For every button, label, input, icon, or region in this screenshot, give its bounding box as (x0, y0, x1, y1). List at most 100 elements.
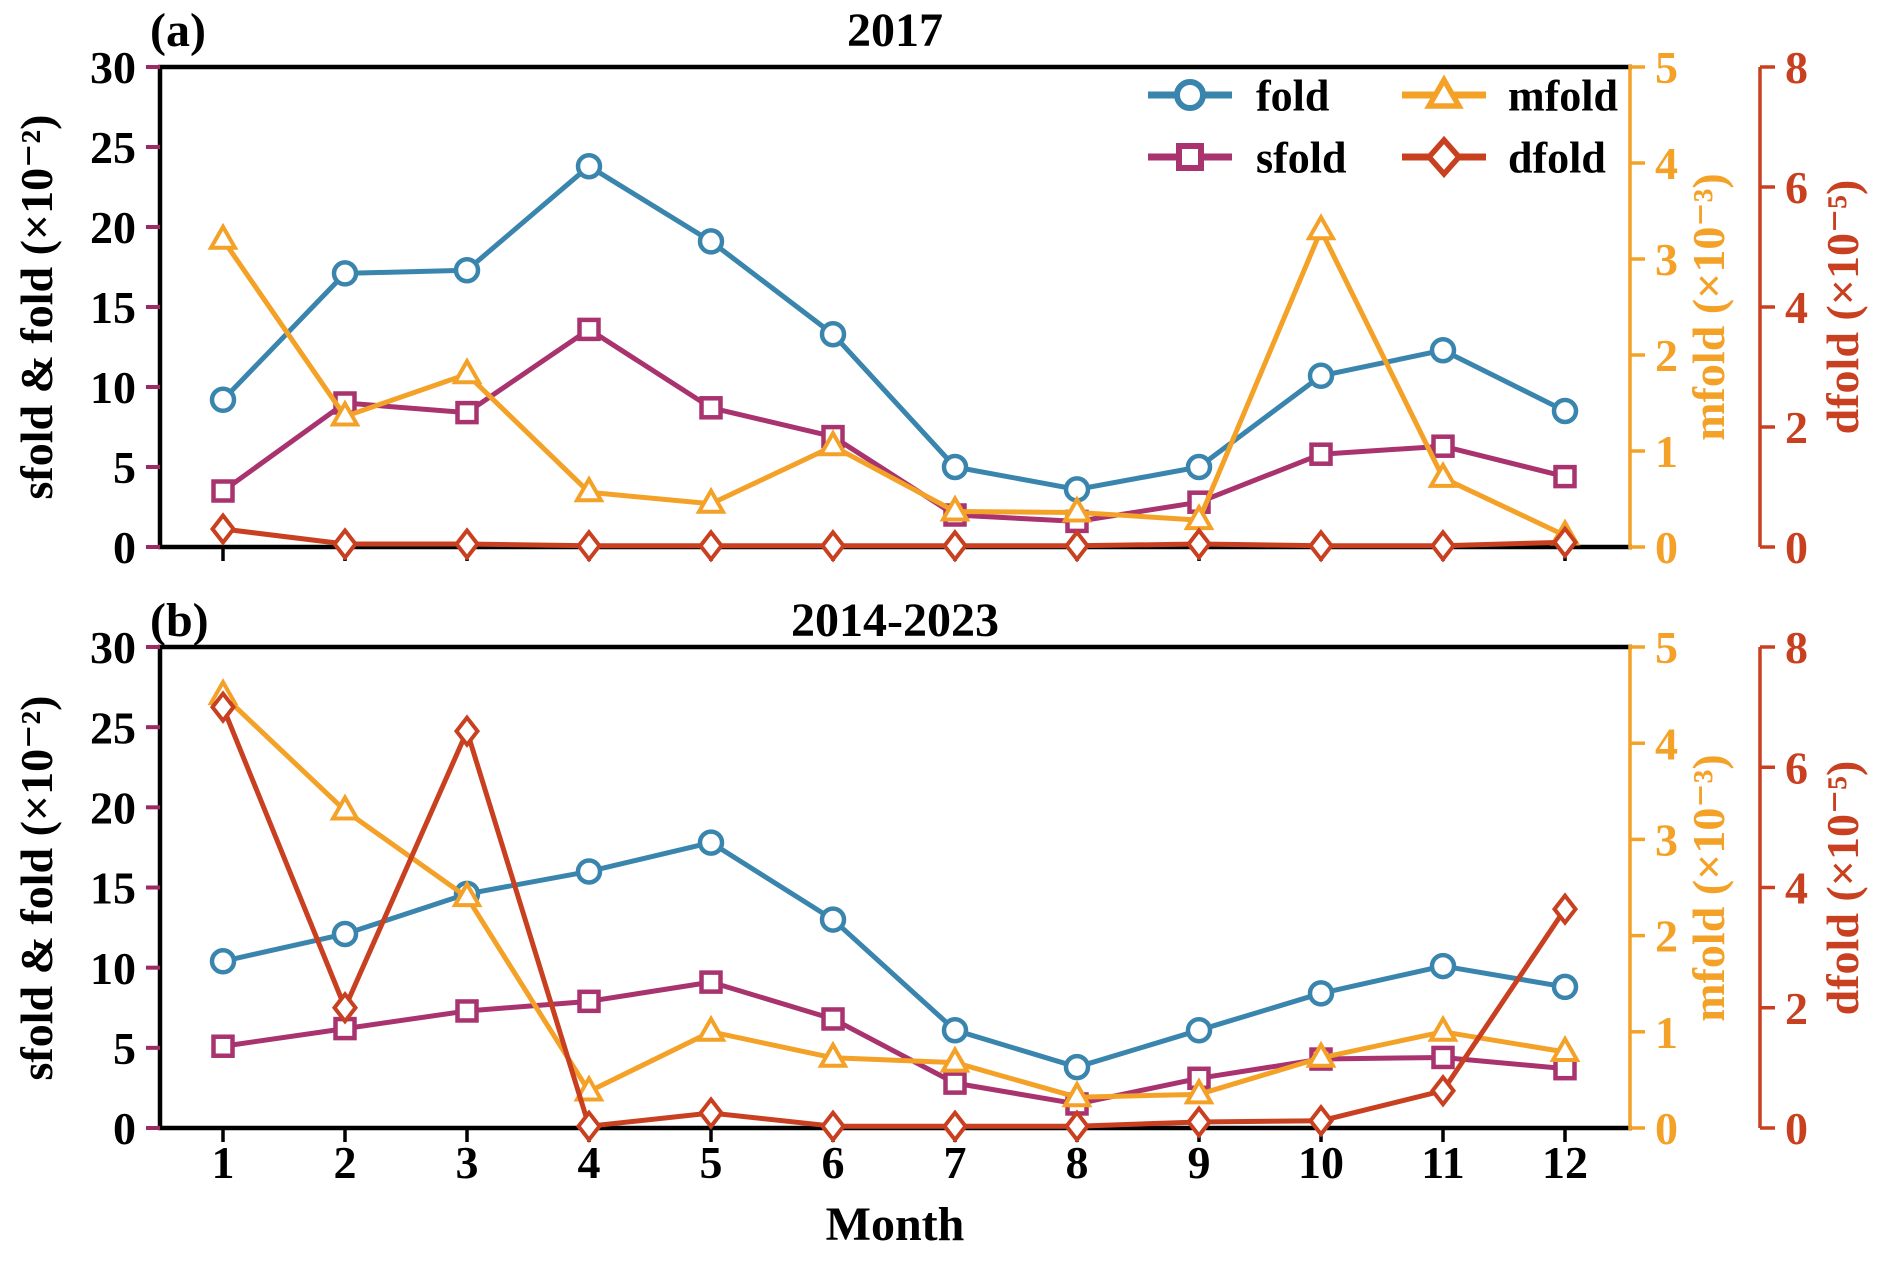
series-mfold (207, 213, 1581, 546)
mfold-axis-tick-label: 5 (1655, 42, 1678, 93)
left-axis-tick-label: 20 (90, 782, 136, 833)
mfold-marker (1549, 1034, 1581, 1063)
series-fold (209, 152, 1579, 503)
fold-marker (697, 228, 725, 255)
series-dfold (209, 690, 1579, 1143)
mfold-axis-tick-label: 1 (1655, 1007, 1678, 1058)
dfold-marker (1551, 525, 1579, 559)
x-axis-tick-label: 2 (334, 1137, 357, 1188)
left-axis-tick-label: 10 (90, 943, 136, 994)
mfold-axis-tick-label: 3 (1655, 234, 1678, 285)
x-axis-tick-label: 3 (456, 1137, 479, 1188)
dfold-axis-tick-label: 4 (1785, 282, 1808, 333)
mfold-axis-tick-label: 0 (1655, 522, 1678, 573)
mfold-marker (451, 880, 483, 908)
mfold-axis-tick-label: 1 (1655, 426, 1678, 477)
left-axis-tick-label: 15 (90, 282, 136, 333)
mfold-marker (939, 1045, 971, 1073)
left-axis-tick-label: 30 (90, 622, 136, 673)
left-axis-tick-label: 10 (90, 362, 136, 413)
dfold-marker (1063, 1109, 1091, 1143)
dfold-marker (697, 529, 725, 563)
dfold-marker (1429, 529, 1457, 563)
panel-a-title: 2017 (847, 4, 943, 57)
dfold-marker (1307, 529, 1335, 563)
mfold-marker (573, 1074, 605, 1102)
mfold-marker (329, 793, 361, 821)
dfold-axis-tick-label: 8 (1785, 622, 1808, 673)
x-axis-tick-label: 5 (700, 1137, 723, 1188)
mfold-marker (1061, 495, 1093, 523)
fold-marker (819, 320, 847, 348)
series-fold (209, 829, 1579, 1081)
legend-item-dfold: dfold (1402, 133, 1606, 182)
fold-marker (1307, 362, 1335, 390)
sfold-line (220, 979, 1568, 1107)
sfold-marker (1553, 464, 1577, 489)
mfold-axis-tick-label: 4 (1655, 138, 1678, 189)
dfold-marker (697, 1096, 725, 1130)
dfold-marker (331, 527, 359, 561)
legend-item-fold: fold (1148, 71, 1329, 120)
sfold-marker (1431, 1045, 1455, 1070)
sfold-marker (943, 1071, 967, 1095)
left-axis-tick-label: 30 (90, 42, 136, 93)
dfold-marker (453, 714, 481, 748)
dfold-marker (1551, 892, 1579, 926)
mfold-marker (817, 429, 849, 457)
mfold-axis-tick-label: 2 (1655, 911, 1678, 962)
fold-marker (331, 260, 359, 287)
mfold-marker (1305, 1040, 1337, 1068)
series-dfold (209, 512, 1579, 563)
fold-marker (453, 256, 481, 284)
fold-marker (1429, 952, 1457, 980)
x-axis-tick-label: 9 (1188, 1137, 1211, 1188)
panel-a-letter: (a) (150, 4, 206, 57)
fold-marker (697, 829, 725, 856)
dfold-marker (453, 527, 481, 561)
dfold-marker (1185, 1105, 1213, 1139)
panel-b-mfold-axis-label: mfold (×10⁻³) (1683, 754, 1734, 1021)
mfold-marker (817, 1040, 849, 1068)
x-axis-tick-label: 7 (944, 1137, 967, 1188)
mfold-marker (329, 399, 361, 427)
dfold-legend-diamond-icon (1425, 135, 1463, 179)
fold-line (220, 163, 1568, 492)
series-sfold (211, 970, 1577, 1116)
sfold-marker (1431, 434, 1455, 458)
fold-marker (941, 1016, 969, 1044)
sfold-marker (821, 1007, 845, 1031)
sfold-marker (1553, 1056, 1577, 1081)
mfold-marker (1427, 460, 1459, 488)
sfold-marker (1309, 442, 1333, 466)
mfold-marker (695, 1014, 727, 1042)
dfold-marker (575, 1109, 603, 1143)
dfold-marker (1063, 529, 1091, 563)
mfold-legend-triangle-icon (1424, 74, 1464, 109)
fold-legend-circle-icon (1174, 79, 1206, 111)
fold-marker (941, 453, 969, 481)
fold-marker (1185, 1016, 1213, 1044)
mfold-line (220, 692, 1568, 1100)
mfold-axis-tick-label: 0 (1655, 1103, 1678, 1154)
left-axis-tick-label: 15 (90, 863, 136, 914)
sfold-line (220, 326, 1568, 524)
dfold-axis-tick-label: 0 (1785, 1103, 1808, 1154)
series-mfold (207, 678, 1581, 1108)
sfold-legend-label: sfold (1256, 133, 1346, 182)
mfold-marker (1183, 1077, 1215, 1105)
sfold-marker (699, 396, 723, 420)
panel-b-title: 2014-2023 (791, 594, 999, 647)
panel-b-left-axis-label: sfold & fold (×10⁻²) (11, 695, 62, 1080)
panel-a-plot-area: 0 5 10 15 20 25 30 0 1 2 3 4 5 0 2 4 6 8 (90, 42, 1808, 573)
sfold-legend-square-icon (1176, 143, 1204, 171)
dfold-axis-tick-label: 0 (1785, 522, 1808, 573)
x-axis-tick-label: 1 (212, 1137, 235, 1188)
fold-marker (819, 906, 847, 933)
dfold-axis-tick-label: 2 (1785, 402, 1808, 453)
fold-marker (1307, 980, 1335, 1007)
left-axis-tick-label: 25 (90, 702, 136, 753)
sfold-marker (577, 989, 601, 1014)
mfold-marker (939, 494, 971, 522)
